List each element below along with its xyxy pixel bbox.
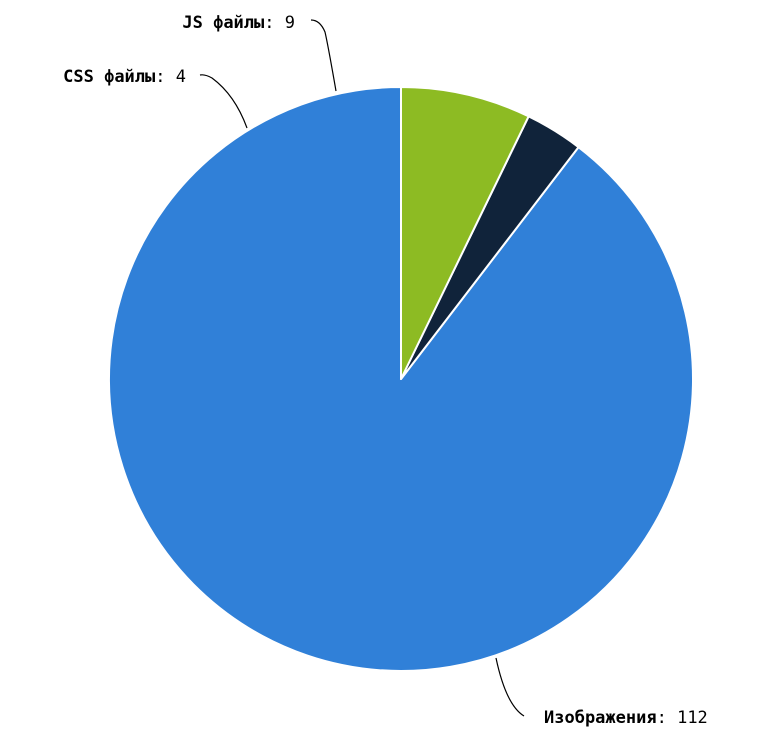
slice-label-value: 9 [285,13,295,33]
slice-label-1: Изображения: 112 [544,708,708,728]
slice-label-separator: : [155,67,175,87]
label-connector-3 [310,19,337,92]
slice-label-3: JS файлы: 9 [182,13,295,33]
slice-label-category: CSS файлы [63,67,155,87]
slice-label-category: Изображения [544,708,657,728]
pie-slices [108,86,695,672]
label-connector-2 [199,74,248,129]
slice-label-category: JS файлы [182,13,264,33]
pie-labels: Изображения: 112 CSS файлы: 4 JS файлы: 9 [63,13,708,728]
label-connector-1 [495,657,525,717]
slice-label-separator: : [264,13,284,33]
slice-label-value: 4 [176,67,186,87]
slice-label-2: CSS файлы: 4 [63,67,186,87]
slice-label-value: 112 [677,708,708,728]
slice-label-separator: : [657,708,677,728]
pie-slice-3 [400,86,530,380]
